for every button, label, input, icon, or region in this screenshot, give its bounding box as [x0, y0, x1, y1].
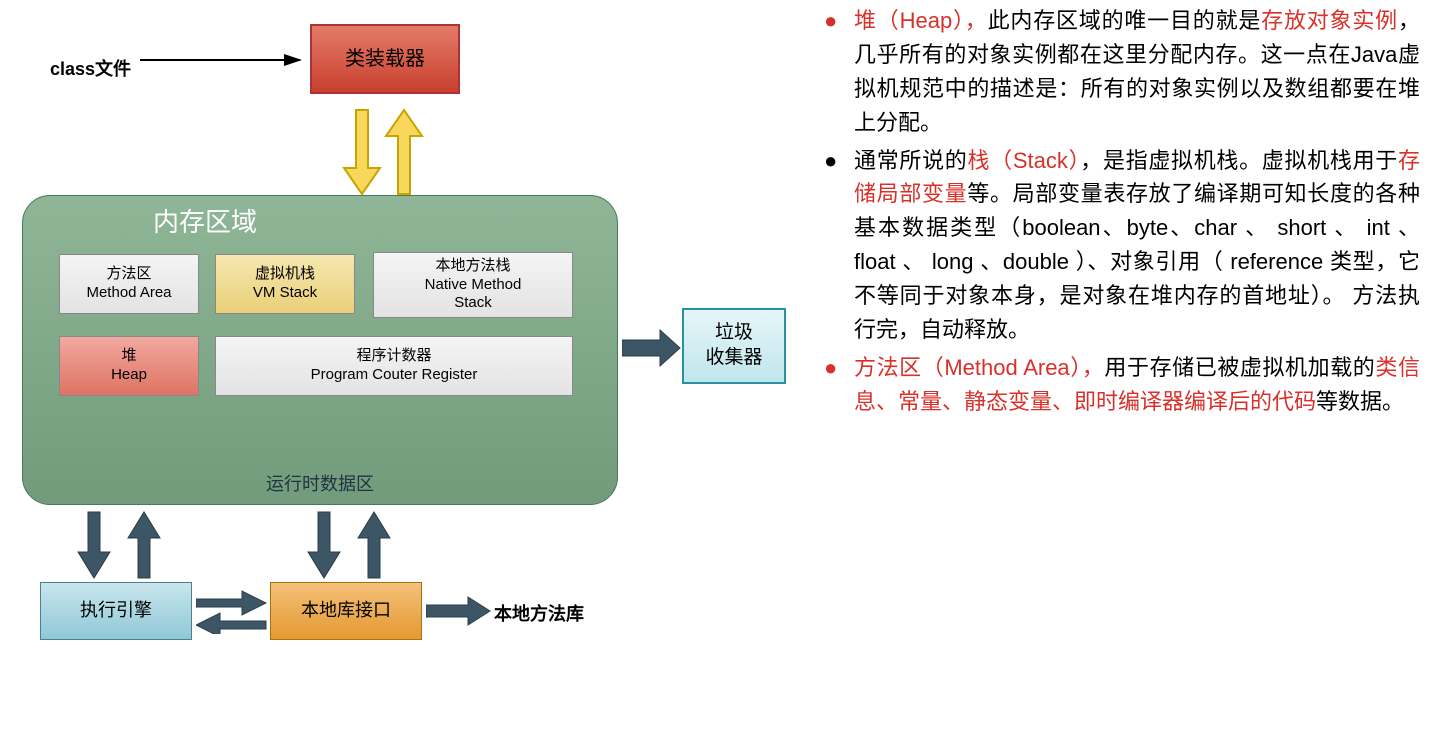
memory-area-box: 内存区域 方法区 Method Area 虚拟机栈 VM Stack 本地方法栈… — [22, 195, 618, 505]
arrow-memarea-to-gc — [622, 328, 682, 368]
vm-stack-l1: 虚拟机栈 — [255, 265, 315, 284]
gc-l2: 收集器 — [705, 346, 762, 371]
exec-engine-label: 执行引擎 — [80, 599, 152, 622]
arrow-classfile-to-loader — [140, 50, 310, 70]
heap-l1: 堆 — [121, 347, 136, 366]
bullet-text: 通常所说的栈（Stack），是指虚拟机栈。虚拟机栈用于存储局部变量等。局部变量表… — [854, 144, 1420, 347]
native-interface-box: 本地库接口 — [270, 582, 422, 640]
bullet-text: 堆（Heap），此内存区域的唯一目的就是存放对象实例，几乎所有的对象实例都在这里… — [854, 4, 1420, 140]
arrow-nativeif-to-lib — [426, 596, 492, 626]
class-loader-box: 类装载器 — [310, 24, 460, 94]
class-loader-label: 类装载器 — [345, 46, 425, 72]
bullet-icon: ● — [820, 4, 854, 140]
vm-stack-l2: VM Stack — [253, 284, 317, 303]
memory-area-title: 内存区域 — [23, 196, 617, 240]
bullet-icon: ● — [820, 144, 854, 347]
arrow-exec-nativeif — [196, 590, 268, 634]
bullet-item: ●通常所说的栈（Stack），是指虚拟机栈。虚拟机栈用于存储局部变量等。局部变量… — [820, 144, 1420, 347]
vm-stack-box: 虚拟机栈 VM Stack — [215, 254, 355, 314]
class-file-label: class文件 — [50, 55, 131, 81]
heap-l2: Heap — [111, 366, 147, 385]
bullet-icon: ● — [820, 351, 854, 419]
native-ms-l1: 本地方法栈 — [435, 257, 510, 276]
program-counter-box: 程序计数器 Program Couter Register — [215, 336, 573, 396]
runtime-data-area-label: 运行时数据区 — [23, 473, 617, 496]
gc-l1: 垃圾 — [715, 321, 753, 346]
bullet-text: 方法区（Method Area），用于存储已被虚拟机加载的类信息、常量、静态变量… — [854, 351, 1420, 419]
jvm-diagram: class文件 类装载器 内存区域 方法区 Method Area 虚拟机栈 V… — [10, 10, 800, 724]
arrow-memarea-nativeif — [306, 508, 406, 582]
heap-box: 堆 Heap — [59, 336, 199, 396]
execution-engine-box: 执行引擎 — [40, 582, 192, 640]
native-ms-l2: Native Method — [425, 276, 522, 295]
native-ms-l3: Stack — [454, 294, 492, 313]
arrow-loader-memarea — [338, 98, 428, 198]
native-method-lib-label: 本地方法库 — [494, 600, 584, 626]
method-area-l2: Method Area — [86, 284, 171, 303]
explanation-text: ●堆（Heap），此内存区域的唯一目的就是存放对象实例，几乎所有的对象实例都在这… — [820, 4, 1420, 423]
bullet-item: ●方法区（Method Area），用于存储已被虚拟机加载的类信息、常量、静态变… — [820, 351, 1420, 419]
pcr-l1: 程序计数器 — [356, 347, 431, 366]
native-if-label: 本地库接口 — [301, 599, 391, 622]
bullet-item: ●堆（Heap），此内存区域的唯一目的就是存放对象实例，几乎所有的对象实例都在这… — [820, 4, 1420, 140]
method-area-box: 方法区 Method Area — [59, 254, 199, 314]
method-area-l1: 方法区 — [106, 265, 151, 284]
pcr-l2: Program Couter Register — [311, 366, 478, 385]
native-method-stack-box: 本地方法栈 Native Method Stack — [373, 252, 573, 318]
garbage-collector-box: 垃圾 收集器 — [682, 308, 786, 384]
arrow-memarea-exec — [76, 508, 176, 582]
